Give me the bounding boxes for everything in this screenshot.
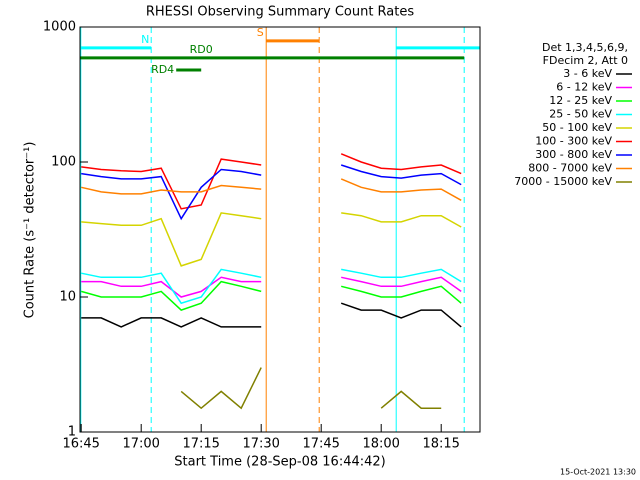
plot-frame bbox=[79, 26, 481, 433]
legend-label: 300 - 800 keV bbox=[535, 148, 612, 161]
x-tick-label: 17:45 bbox=[302, 437, 339, 452]
series-line bbox=[81, 164, 462, 221]
series-line bbox=[81, 153, 462, 210]
legend-header: FDecim 2, Att 0 bbox=[543, 54, 628, 67]
flag-label: S bbox=[257, 26, 264, 39]
x-tick-label: 16:45 bbox=[62, 437, 99, 452]
x-tick-label: 18:15 bbox=[422, 437, 459, 452]
legend-label: 800 - 7000 keV bbox=[528, 162, 612, 175]
x-axis-label: Start Time (28-Sep-08 16:44:42) bbox=[174, 455, 385, 470]
series-line bbox=[81, 178, 462, 201]
x-tick-label: 18:00 bbox=[362, 437, 399, 452]
flag-label: RD0 bbox=[190, 43, 213, 56]
legend-label: 7000 - 15000 keV bbox=[514, 175, 612, 188]
flag-label: RD4 bbox=[151, 63, 174, 76]
legend-label: 6 - 12 keV bbox=[556, 81, 612, 94]
series-line bbox=[81, 268, 462, 305]
series-line bbox=[80, 280, 462, 311]
y-tick-label: 100 bbox=[51, 155, 76, 170]
y-axis-label: Count Rate (s⁻¹ detector⁻¹) bbox=[23, 142, 38, 319]
series-line bbox=[81, 302, 462, 328]
legend-label: 25 - 50 keV bbox=[549, 108, 612, 121]
chart-title: RHESSI Observing Summary Count Rates bbox=[146, 5, 415, 20]
x-tick-label: 17:00 bbox=[122, 437, 159, 452]
x-tick-label: 17:15 bbox=[182, 437, 219, 452]
series-line bbox=[81, 212, 462, 267]
flag-label: N bbox=[141, 33, 149, 46]
y-tick-label: 1 bbox=[68, 425, 76, 440]
legend-label: 12 - 25 keV bbox=[549, 94, 612, 107]
y-tick-label: 10 bbox=[59, 290, 76, 305]
legend-label: 50 - 100 keV bbox=[542, 121, 612, 134]
series-line bbox=[81, 276, 462, 298]
legend-label: 3 - 6 keV bbox=[563, 67, 612, 80]
legend-label: 100 - 300 keV bbox=[535, 135, 612, 148]
x-tick-label: 17:30 bbox=[242, 437, 279, 452]
footer: 15-Oct-2021 13:30 bbox=[560, 468, 636, 477]
legend-header: Det 1,3,4,5,6,9, bbox=[542, 41, 628, 54]
series-line bbox=[180, 367, 442, 410]
y-tick-label: 1000 bbox=[43, 20, 76, 35]
